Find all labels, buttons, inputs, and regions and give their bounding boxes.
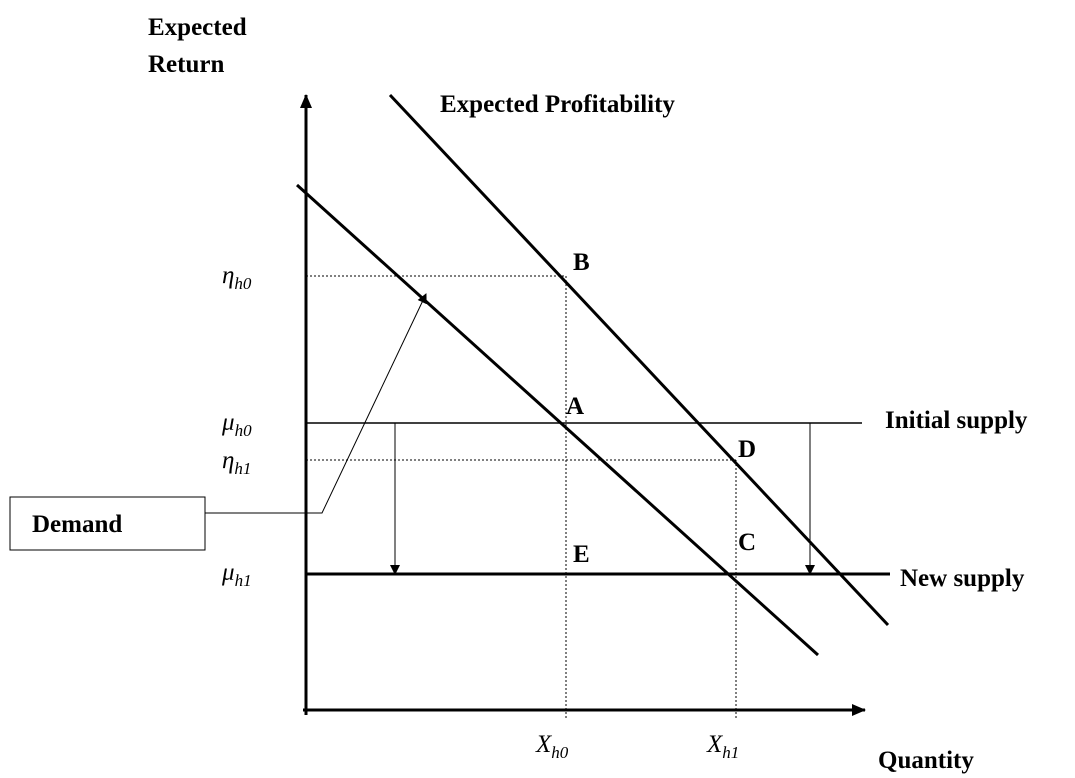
curve-label: New supply [900, 565, 1025, 592]
profitability-line [388, 93, 890, 627]
y-axis-title: Expected [148, 14, 247, 41]
symbol: μ [221, 559, 235, 586]
point-label: B [573, 249, 590, 276]
axis-label: Xh1 [706, 731, 739, 762]
symbol: X [706, 731, 724, 758]
curve-label: Expected Profitability [440, 91, 675, 118]
x-axis-title: Quantity [878, 747, 974, 774]
axis-label: Xh0 [535, 731, 569, 762]
point-label: A [566, 393, 584, 420]
subscript: h0 [235, 421, 253, 440]
point-label: C [738, 529, 756, 556]
subscript: h1 [235, 571, 252, 590]
point-label: E [573, 541, 590, 568]
subscript: h0 [551, 743, 569, 762]
y-axis-title: Return [148, 51, 224, 78]
demand-line [295, 183, 820, 657]
point-label: D [738, 436, 756, 463]
axis-label: μh0 [221, 409, 252, 440]
symbol: η [222, 262, 234, 289]
demand-pointer [205, 293, 427, 514]
axis-label: ηh1 [222, 447, 251, 478]
symbol: μ [221, 409, 235, 436]
subscript: h1 [234, 459, 251, 478]
subscript: h0 [234, 274, 252, 293]
demand-box [9, 496, 206, 551]
symbol: X [535, 731, 553, 758]
axis-label: ηh0 [222, 262, 252, 293]
curve-label: Demand [32, 511, 122, 538]
axis-label: μh1 [221, 559, 252, 590]
symbol: η [222, 447, 234, 474]
subscript: h1 [722, 743, 739, 762]
curve-label: Initial supply [885, 407, 1028, 434]
